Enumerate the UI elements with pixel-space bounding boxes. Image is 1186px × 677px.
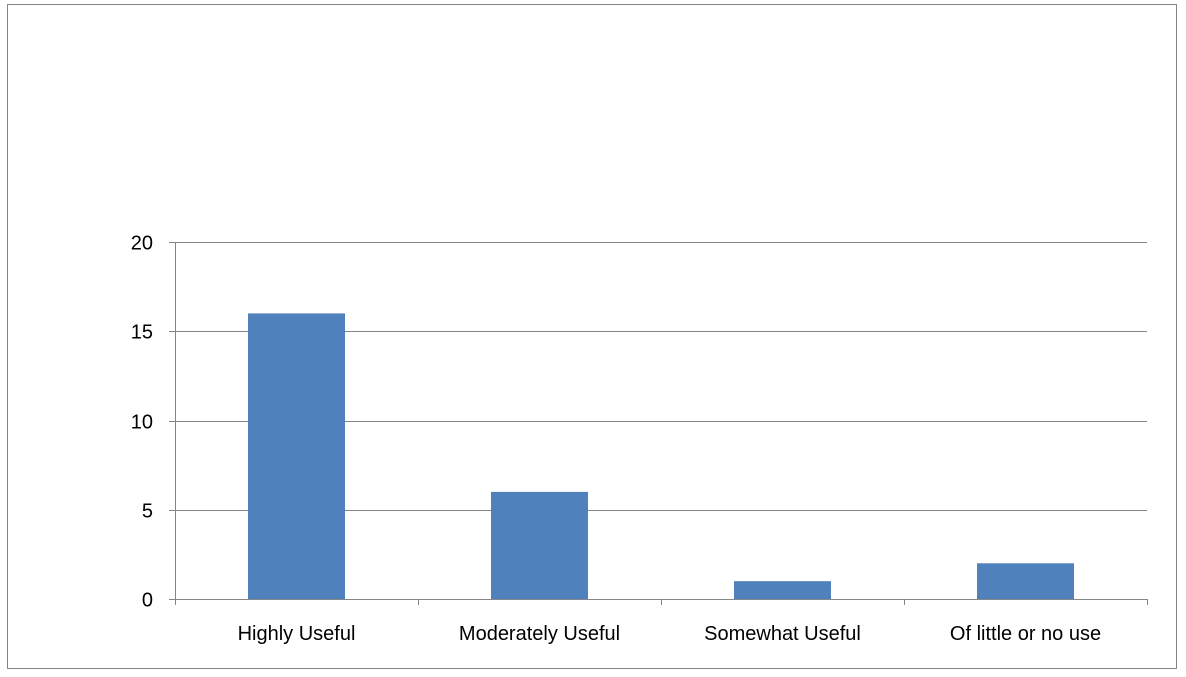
bar [977, 563, 1074, 599]
y-tick-label: 10 [131, 412, 153, 434]
y-tick-label: 0 [142, 590, 153, 612]
y-tick-label: 15 [131, 322, 153, 344]
y-tick-label: 20 [131, 233, 153, 255]
bar [248, 313, 345, 599]
bar [491, 491, 588, 599]
x-tick-label: Moderately Useful [459, 623, 620, 645]
axes [169, 242, 1148, 605]
y-tick-labels: 0 5 10 15 20 [131, 233, 153, 612]
x-tick-labels: Highly Useful Moderately Useful Somewhat U… [238, 623, 1102, 645]
x-tick-label: Somewhat Useful [704, 623, 861, 645]
chart-frame [7, 4, 1177, 669]
x-tick-label: Highly Useful [238, 623, 356, 645]
x-tick-label: Of little or no use [950, 623, 1101, 645]
bars [248, 313, 1074, 599]
bar [734, 581, 831, 599]
y-tick-label: 5 [142, 501, 153, 523]
